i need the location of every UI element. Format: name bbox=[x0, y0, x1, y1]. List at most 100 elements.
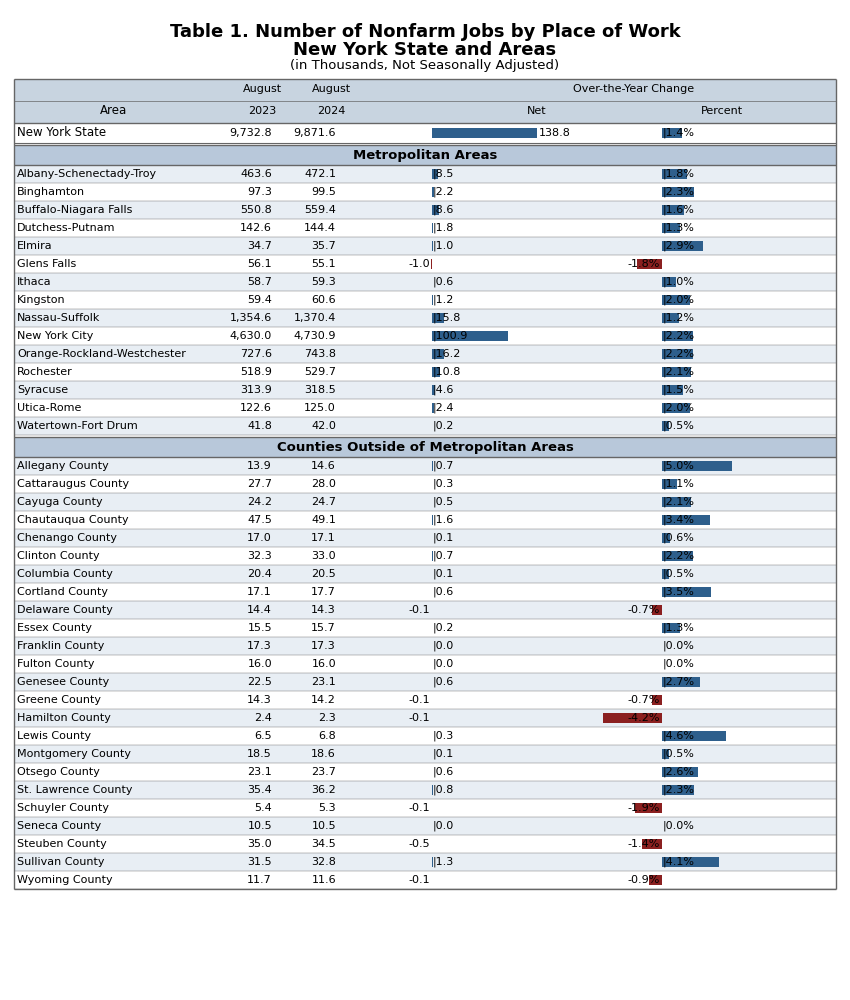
Text: 11.6: 11.6 bbox=[311, 875, 336, 885]
Bar bbox=[14, 437, 836, 457]
Text: Greene County: Greene County bbox=[17, 695, 101, 705]
Text: Glens Falls: Glens Falls bbox=[17, 259, 76, 269]
Text: 727.6: 727.6 bbox=[240, 349, 272, 359]
Bar bbox=[432, 313, 444, 323]
Bar bbox=[432, 349, 445, 359]
Text: |10.8: |10.8 bbox=[433, 367, 462, 377]
Text: 23.7: 23.7 bbox=[311, 767, 336, 777]
Text: |0.7: |0.7 bbox=[433, 551, 455, 561]
Text: 17.3: 17.3 bbox=[247, 641, 272, 651]
Text: 2.4: 2.4 bbox=[254, 713, 272, 723]
Bar bbox=[432, 331, 508, 341]
Bar bbox=[662, 767, 699, 777]
Text: |2.2%: |2.2% bbox=[663, 331, 695, 341]
Bar bbox=[14, 817, 836, 835]
Text: 60.6: 60.6 bbox=[311, 295, 336, 305]
Text: |100.9: |100.9 bbox=[433, 331, 468, 341]
Text: -0.7%: -0.7% bbox=[627, 605, 660, 615]
Bar bbox=[432, 295, 433, 305]
Text: 9,732.8: 9,732.8 bbox=[230, 128, 272, 138]
Bar bbox=[432, 515, 434, 525]
Bar bbox=[14, 79, 836, 123]
Bar bbox=[14, 237, 836, 255]
Text: |0.0: |0.0 bbox=[433, 821, 454, 831]
Text: -0.1: -0.1 bbox=[408, 713, 430, 723]
Bar bbox=[662, 128, 682, 138]
Text: -0.1: -0.1 bbox=[408, 695, 430, 705]
Text: Syracuse: Syracuse bbox=[17, 385, 68, 395]
Bar bbox=[662, 515, 710, 525]
Text: New York City: New York City bbox=[17, 331, 94, 341]
Bar bbox=[432, 857, 433, 867]
Bar bbox=[432, 367, 440, 377]
Text: -1.9%: -1.9% bbox=[627, 803, 660, 813]
Text: |2.1%: |2.1% bbox=[663, 497, 695, 507]
Bar bbox=[14, 165, 836, 183]
Text: 35.0: 35.0 bbox=[247, 839, 272, 849]
Bar bbox=[662, 497, 691, 507]
Text: New York State: New York State bbox=[17, 126, 106, 139]
Text: Schuyler County: Schuyler County bbox=[17, 803, 109, 813]
Bar bbox=[662, 551, 693, 561]
Text: 59.4: 59.4 bbox=[247, 295, 272, 305]
Bar bbox=[662, 241, 703, 251]
Bar bbox=[662, 403, 690, 413]
Text: |0.3: |0.3 bbox=[433, 479, 454, 489]
Text: |0.6: |0.6 bbox=[433, 277, 454, 287]
Bar bbox=[14, 547, 836, 565]
Text: 4,730.9: 4,730.9 bbox=[293, 331, 336, 341]
Bar bbox=[662, 169, 687, 179]
Text: 11.7: 11.7 bbox=[247, 875, 272, 885]
Text: -0.5: -0.5 bbox=[408, 839, 430, 849]
Text: Cayuga County: Cayuga County bbox=[17, 497, 103, 507]
Text: August: August bbox=[311, 84, 350, 94]
Bar bbox=[14, 601, 836, 619]
Bar bbox=[14, 871, 836, 889]
Text: 2.3: 2.3 bbox=[318, 713, 336, 723]
Text: |2.3%: |2.3% bbox=[663, 785, 695, 795]
Text: |0.8: |0.8 bbox=[433, 785, 455, 795]
Text: 42.0: 42.0 bbox=[311, 421, 336, 431]
Text: 17.7: 17.7 bbox=[311, 587, 336, 597]
Text: 743.8: 743.8 bbox=[304, 349, 336, 359]
Bar bbox=[662, 479, 677, 489]
Text: Over-the-Year Change: Over-the-Year Change bbox=[574, 84, 694, 94]
Text: Seneca County: Seneca County bbox=[17, 821, 101, 831]
Text: 16.0: 16.0 bbox=[247, 659, 272, 669]
Text: 55.1: 55.1 bbox=[311, 259, 336, 269]
Text: Montgomery County: Montgomery County bbox=[17, 749, 131, 759]
Text: |2.9%: |2.9% bbox=[663, 241, 695, 251]
Text: -4.2%: -4.2% bbox=[627, 713, 660, 723]
Text: |2.0%: |2.0% bbox=[663, 403, 695, 413]
Bar bbox=[14, 219, 836, 237]
Text: 59.3: 59.3 bbox=[311, 277, 336, 287]
Text: |0.6: |0.6 bbox=[433, 587, 454, 597]
Bar bbox=[14, 835, 836, 853]
Text: |15.8: |15.8 bbox=[433, 313, 462, 323]
Text: 10.5: 10.5 bbox=[247, 821, 272, 831]
Bar bbox=[432, 169, 439, 179]
Text: |1.3: |1.3 bbox=[433, 857, 454, 867]
Text: 559.4: 559.4 bbox=[304, 205, 336, 215]
Text: Ithaca: Ithaca bbox=[17, 277, 52, 287]
Text: 23.1: 23.1 bbox=[247, 767, 272, 777]
Text: |4.6: |4.6 bbox=[433, 385, 455, 395]
Bar bbox=[662, 349, 693, 359]
Text: |0.1: |0.1 bbox=[433, 569, 454, 579]
Text: |2.0%: |2.0% bbox=[663, 295, 695, 305]
Text: |1.0%: |1.0% bbox=[663, 277, 694, 287]
Text: |0.3: |0.3 bbox=[433, 731, 454, 741]
Text: |0.2: |0.2 bbox=[433, 421, 455, 431]
Text: August: August bbox=[242, 84, 281, 94]
Text: |0.5%: |0.5% bbox=[663, 749, 694, 759]
Text: 5.4: 5.4 bbox=[254, 803, 272, 813]
Text: |3.4%: |3.4% bbox=[663, 515, 695, 525]
Text: Delaware County: Delaware County bbox=[17, 605, 113, 615]
Bar bbox=[662, 785, 694, 795]
Text: 2024: 2024 bbox=[317, 106, 345, 116]
Bar bbox=[14, 637, 836, 655]
Bar bbox=[662, 205, 684, 215]
Bar bbox=[14, 781, 836, 799]
Text: Albany-Schenectady-Troy: Albany-Schenectady-Troy bbox=[17, 169, 157, 179]
Bar bbox=[662, 461, 732, 471]
